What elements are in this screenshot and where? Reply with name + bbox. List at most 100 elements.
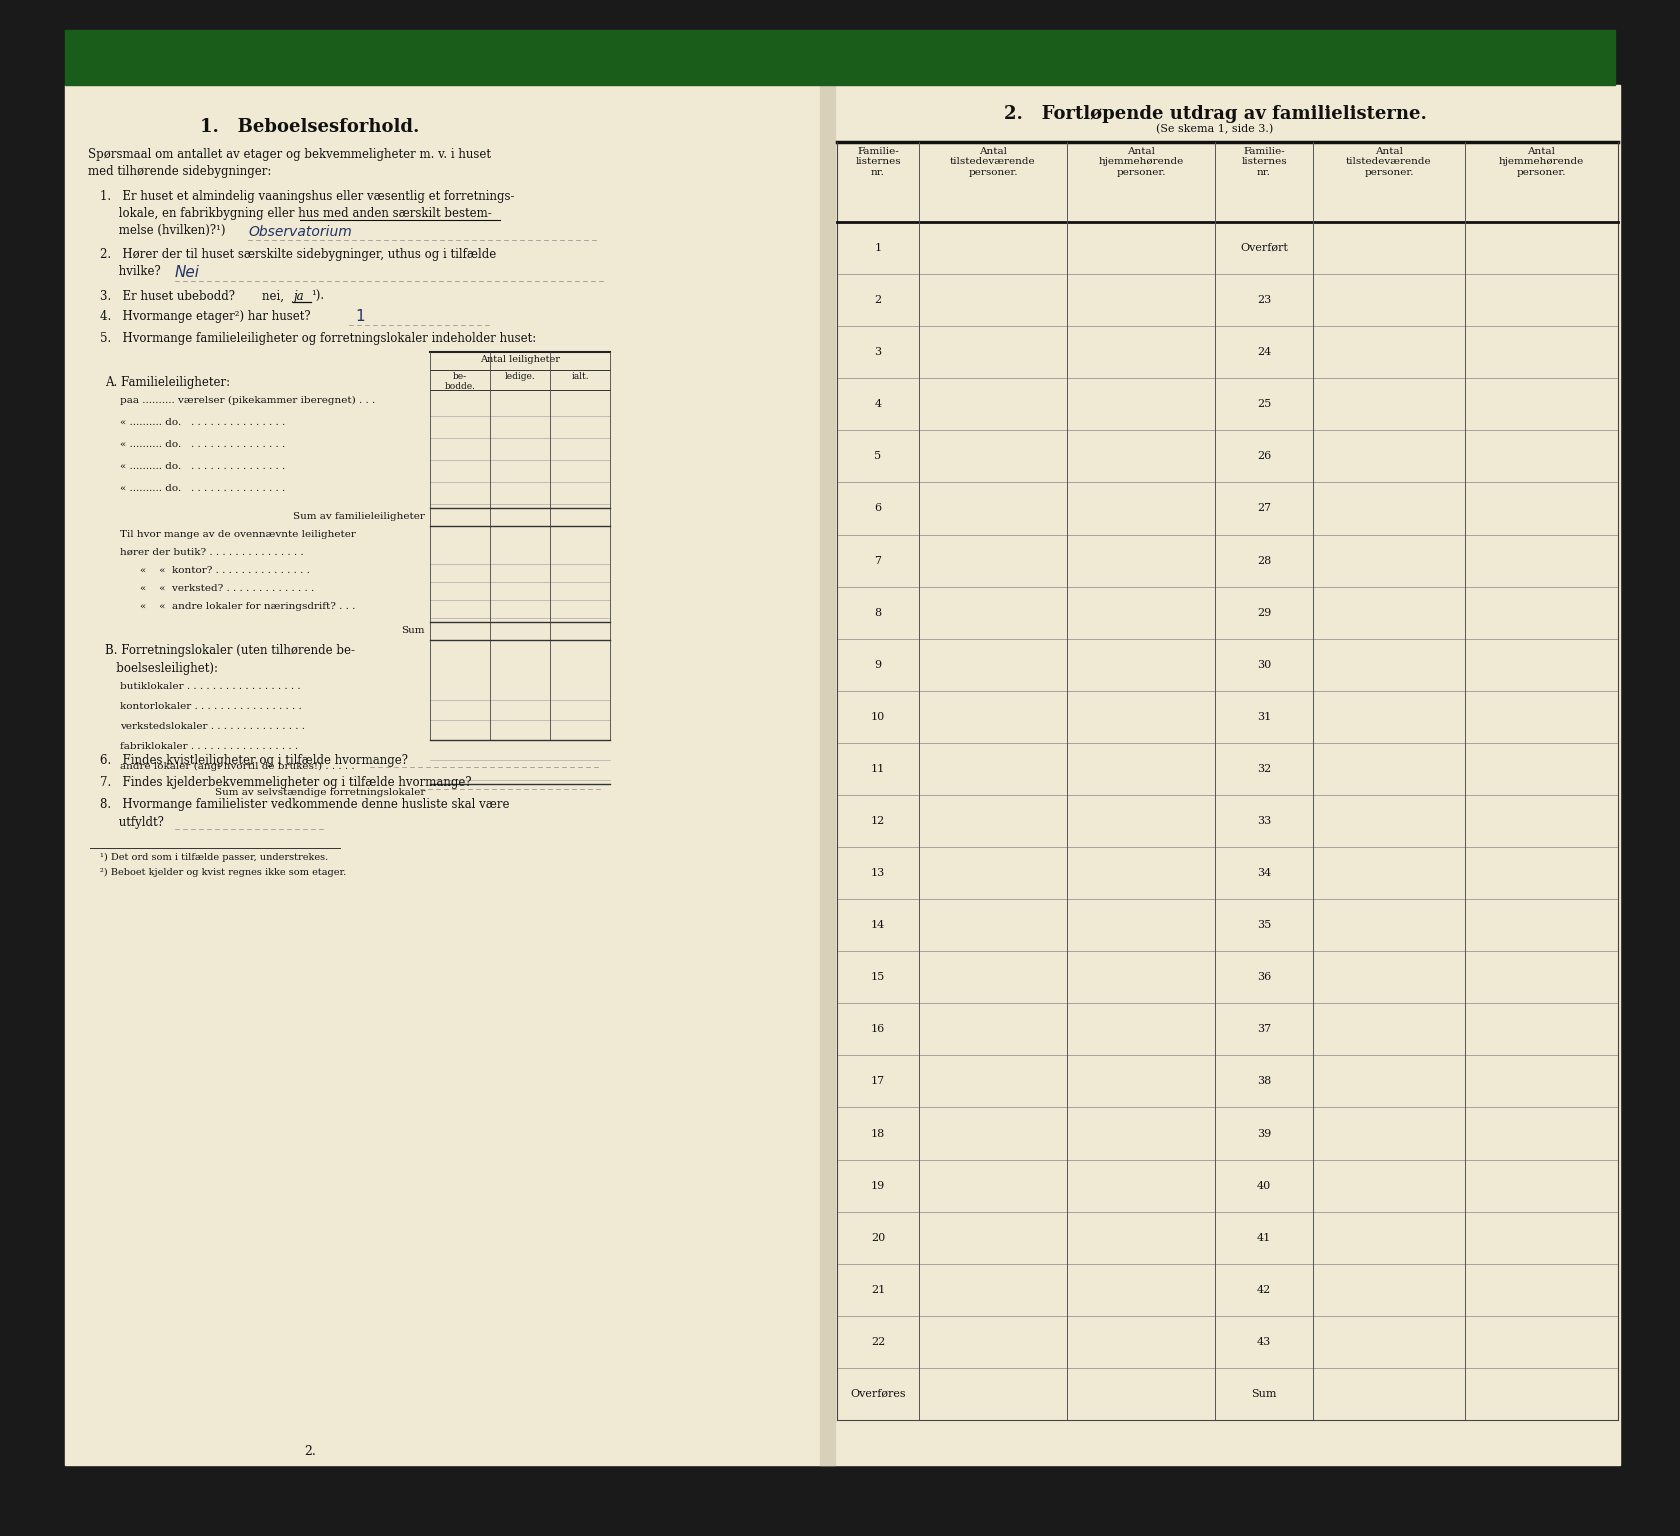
Text: 11: 11 (870, 763, 885, 774)
Text: 6.   Findes kvistleiligheter og i tilfælde hvormange?: 6. Findes kvistleiligheter og i tilfælde… (99, 754, 408, 766)
Text: 25: 25 (1257, 399, 1270, 409)
Text: 28: 28 (1257, 556, 1270, 565)
Text: Spørsmaal om antallet av etager og bekvemmeligheter m. v. i huset: Spørsmaal om antallet av etager og bekve… (87, 147, 491, 161)
Text: verkstedslokaler . . . . . . . . . . . . . . .: verkstedslokaler . . . . . . . . . . . .… (119, 722, 304, 731)
Text: Overføres: Overføres (850, 1389, 906, 1399)
Text: 20: 20 (870, 1233, 885, 1243)
Text: 30: 30 (1257, 660, 1270, 670)
Text: « .......... do.   . . . . . . . . . . . . . . .: « .......... do. . . . . . . . . . . . .… (119, 418, 286, 427)
Text: 4.   Hvormange etager²) har huset?: 4. Hvormange etager²) har huset? (99, 310, 311, 323)
Text: melse (hvilken)?¹): melse (hvilken)?¹) (99, 224, 225, 237)
Text: 7.   Findes kjelderbekvemmeligheter og i tilfælde hvormange?: 7. Findes kjelderbekvemmeligheter og i t… (99, 776, 472, 790)
Text: 19: 19 (870, 1181, 885, 1190)
Text: andre lokaler (angi hvortil de brukes!) . . . . .: andre lokaler (angi hvortil de brukes!) … (119, 762, 354, 771)
Text: 1: 1 (354, 309, 365, 324)
Text: med tilhørende sidebygninger:: med tilhørende sidebygninger: (87, 164, 270, 178)
Text: Familie-
listernes
nr.: Familie- listernes nr. (1240, 147, 1287, 177)
Text: 23: 23 (1257, 295, 1270, 306)
Text: 8: 8 (874, 608, 880, 617)
Text: 1.   Beboelsesforhold.: 1. Beboelsesforhold. (200, 118, 420, 137)
Text: ja: ja (292, 290, 304, 303)
Text: fabriklokaler . . . . . . . . . . . . . . . . .: fabriklokaler . . . . . . . . . . . . . … (119, 742, 297, 751)
Text: 43: 43 (1257, 1336, 1270, 1347)
Text: Nei: Nei (175, 266, 200, 280)
Text: Antal
hjemmehørende
personer.: Antal hjemmehørende personer. (1497, 147, 1583, 177)
Text: 15: 15 (870, 972, 885, 982)
Text: « .......... do.   . . . . . . . . . . . . . . .: « .......... do. . . . . . . . . . . . .… (119, 439, 286, 449)
Text: 2.   Hører der til huset særskilte sidebygninger, uthus og i tilfælde: 2. Hører der til huset særskilte sidebyg… (99, 247, 496, 261)
Text: 29: 29 (1257, 608, 1270, 617)
Text: 6: 6 (874, 504, 880, 513)
Text: 37: 37 (1257, 1025, 1270, 1034)
Text: paa .......... værelser (pikekammer iberegnet) . . .: paa .......... værelser (pikekammer iber… (119, 396, 375, 406)
Text: 18: 18 (870, 1129, 885, 1138)
Text: Observatorium: Observatorium (249, 224, 351, 240)
Text: 35: 35 (1257, 920, 1270, 931)
Text: lokale, en fabrikbygning eller hus med anden særskilt bestem-: lokale, en fabrikbygning eller hus med a… (99, 207, 492, 220)
Text: boelsesleilighet):: boelsesleilighet): (104, 662, 218, 674)
Text: 21: 21 (870, 1284, 885, 1295)
Bar (66, 31, 1614, 84)
Text: hvilke?: hvilke? (99, 266, 161, 278)
Text: 26: 26 (1257, 452, 1270, 461)
Text: 22: 22 (870, 1336, 885, 1347)
Text: Overført: Overført (1240, 243, 1287, 253)
Text: ialt.: ialt. (571, 372, 588, 381)
Text: «    «  andre lokaler for næringsdrift? . . .: « « andre lokaler for næringsdrift? . . … (139, 602, 354, 611)
Bar (820, 84, 835, 1465)
Text: 14: 14 (870, 920, 885, 931)
Text: Antal
tilstedeværende
personer.: Antal tilstedeværende personer. (1346, 147, 1431, 177)
Text: 1: 1 (874, 243, 880, 253)
Text: Sum: Sum (1250, 1389, 1277, 1399)
Text: 3.   Er huset ubebodd?: 3. Er huset ubebodd? (99, 290, 242, 303)
Text: 12: 12 (870, 816, 885, 826)
Text: Antal
tilstedeværende
personer.: Antal tilstedeværende personer. (949, 147, 1035, 177)
Text: 10: 10 (870, 711, 885, 722)
Text: kontorlokaler . . . . . . . . . . . . . . . . .: kontorlokaler . . . . . . . . . . . . . … (119, 702, 302, 711)
Text: 13: 13 (870, 868, 885, 879)
Text: ledige.: ledige. (504, 372, 534, 381)
Text: 31: 31 (1257, 711, 1270, 722)
Text: Antal
hjemmehørende
personer.: Antal hjemmehørende personer. (1097, 147, 1183, 177)
Text: butiklokaler . . . . . . . . . . . . . . . . . .: butiklokaler . . . . . . . . . . . . . .… (119, 682, 301, 691)
Text: nei,: nei, (262, 290, 291, 303)
Text: 17: 17 (870, 1077, 885, 1086)
Text: ²) Beboet kjelder og kvist regnes ikke som etager.: ²) Beboet kjelder og kvist regnes ikke s… (99, 868, 346, 877)
Text: 2.   Fortløpende utdrag av familielisterne.: 2. Fortløpende utdrag av familielisterne… (1003, 104, 1426, 123)
Text: 39: 39 (1257, 1129, 1270, 1138)
Text: « .......... do.   . . . . . . . . . . . . . . .: « .......... do. . . . . . . . . . . . .… (119, 462, 286, 472)
Text: Familie-
listernes
nr.: Familie- listernes nr. (855, 147, 900, 177)
Text: (Se skema 1, side 3.): (Se skema 1, side 3.) (1156, 124, 1273, 134)
Bar (66, 84, 1620, 1465)
Text: Antal leiligheter: Antal leiligheter (480, 355, 559, 364)
Text: 5: 5 (874, 452, 880, 461)
Text: hører der butik? . . . . . . . . . . . . . . .: hører der butik? . . . . . . . . . . . .… (119, 548, 304, 558)
Text: Sum av familieleiligheter: Sum av familieleiligheter (292, 511, 425, 521)
Text: «    «  verksted? . . . . . . . . . . . . . .: « « verksted? . . . . . . . . . . . . . … (139, 584, 314, 593)
Text: 5.   Hvormange familieleiligheter og forretningslokaler indeholder huset:: 5. Hvormange familieleiligheter og forre… (99, 332, 536, 346)
Text: «    «  kontor? . . . . . . . . . . . . . . .: « « kontor? . . . . . . . . . . . . . . … (139, 565, 309, 574)
Text: 7: 7 (874, 556, 880, 565)
Text: 4: 4 (874, 399, 880, 409)
Text: ¹) Det ord som i tilfælde passer, understrekes.: ¹) Det ord som i tilfælde passer, unders… (99, 852, 328, 862)
Text: 38: 38 (1257, 1077, 1270, 1086)
Text: 24: 24 (1257, 347, 1270, 358)
Text: Sum av selvstændige forretningslokaler: Sum av selvstændige forretningslokaler (215, 788, 425, 797)
Text: 34: 34 (1257, 868, 1270, 879)
Text: 33: 33 (1257, 816, 1270, 826)
Text: 8.   Hvormange familielister vedkommende denne husliste skal være: 8. Hvormange familielister vedkommende d… (99, 799, 509, 811)
Text: 42: 42 (1257, 1284, 1270, 1295)
Text: ¹).: ¹). (311, 290, 324, 303)
Text: 40: 40 (1257, 1181, 1270, 1190)
Text: A. Familieleiligheter:: A. Familieleiligheter: (104, 376, 230, 389)
Text: 27: 27 (1257, 504, 1270, 513)
Text: 41: 41 (1257, 1233, 1270, 1243)
Text: utfyldt?: utfyldt? (99, 816, 163, 829)
Text: 32: 32 (1257, 763, 1270, 774)
Text: be-
bodde.: be- bodde. (444, 372, 475, 392)
Text: 36: 36 (1257, 972, 1270, 982)
Text: Sum: Sum (402, 627, 425, 634)
Text: « .......... do.   . . . . . . . . . . . . . . .: « .......... do. . . . . . . . . . . . .… (119, 484, 286, 493)
Text: 1.   Er huset et almindelig vaaningshus eller væsentlig et forretnings-: 1. Er huset et almindelig vaaningshus el… (99, 190, 514, 203)
Text: 16: 16 (870, 1025, 885, 1034)
